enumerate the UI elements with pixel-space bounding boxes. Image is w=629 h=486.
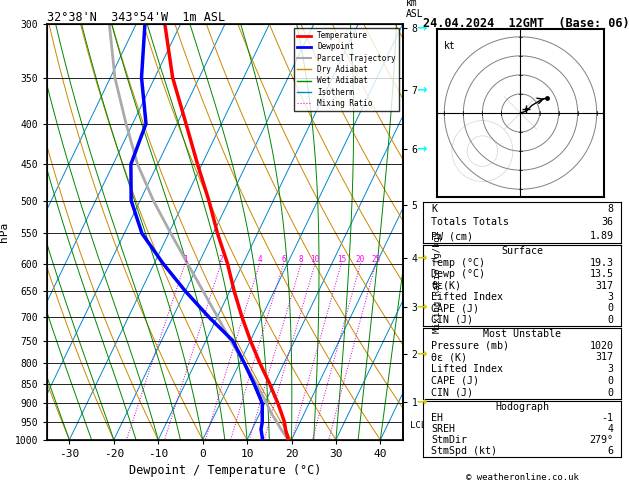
Text: Dewp (°C): Dewp (°C) — [431, 269, 485, 279]
Text: 32°38'N  343°54'W  1m ASL: 32°38'N 343°54'W 1m ASL — [47, 11, 225, 24]
Text: 24.04.2024  12GMT  (Base: 06): 24.04.2024 12GMT (Base: 06) — [423, 17, 629, 30]
Text: © weatheronline.co.uk: © weatheronline.co.uk — [466, 473, 579, 482]
Text: 4: 4 — [608, 424, 613, 434]
Text: 10: 10 — [311, 255, 320, 263]
Text: SREH: SREH — [431, 424, 455, 434]
Text: 317: 317 — [596, 280, 613, 291]
Text: 1020: 1020 — [589, 341, 613, 351]
Text: 25: 25 — [371, 255, 381, 263]
Text: θε(K): θε(K) — [431, 280, 461, 291]
Text: kt: kt — [444, 41, 456, 51]
Text: →: → — [416, 396, 426, 408]
Text: →: → — [416, 142, 426, 155]
Legend: Temperature, Dewpoint, Parcel Trajectory, Dry Adiabat, Wet Adiabat, Isotherm, Mi: Temperature, Dewpoint, Parcel Trajectory… — [294, 28, 399, 111]
Text: →: → — [416, 251, 426, 264]
Text: 8: 8 — [299, 255, 303, 263]
Text: K: K — [431, 204, 437, 213]
Text: 4: 4 — [257, 255, 262, 263]
Text: -1: -1 — [601, 413, 613, 423]
Text: Pressure (mb): Pressure (mb) — [431, 341, 509, 351]
Text: Lifted Index: Lifted Index — [431, 292, 503, 302]
Text: EH: EH — [431, 413, 443, 423]
Text: 19.3: 19.3 — [589, 258, 613, 268]
Text: 2: 2 — [219, 255, 223, 263]
Text: 20: 20 — [356, 255, 365, 263]
Text: km
ASL: km ASL — [406, 0, 423, 19]
Text: CAPE (J): CAPE (J) — [431, 303, 479, 313]
Text: 6: 6 — [281, 255, 286, 263]
Y-axis label: hPa: hPa — [0, 222, 9, 242]
Text: Surface: Surface — [501, 246, 543, 256]
Text: 3: 3 — [608, 364, 613, 374]
Text: 6: 6 — [608, 446, 613, 456]
Text: 3: 3 — [608, 292, 613, 302]
Text: StmSpd (kt): StmSpd (kt) — [431, 446, 498, 456]
Text: StmDir: StmDir — [431, 435, 467, 445]
Text: CIN (J): CIN (J) — [431, 388, 473, 398]
Text: 36: 36 — [601, 217, 613, 227]
Text: →: → — [416, 347, 426, 361]
Text: 1.89: 1.89 — [589, 231, 613, 241]
Text: Temp (°C): Temp (°C) — [431, 258, 485, 268]
Text: 0: 0 — [608, 315, 613, 325]
Text: →: → — [416, 84, 426, 97]
Text: 13.5: 13.5 — [589, 269, 613, 279]
Text: 279°: 279° — [589, 435, 613, 445]
Text: 0: 0 — [608, 388, 613, 398]
X-axis label: Dewpoint / Temperature (°C): Dewpoint / Temperature (°C) — [129, 465, 321, 477]
Text: Most Unstable: Most Unstable — [483, 329, 562, 339]
Text: CAPE (J): CAPE (J) — [431, 376, 479, 386]
Text: 1: 1 — [183, 255, 187, 263]
Text: Mixing Ratio (g/kg): Mixing Ratio (g/kg) — [433, 231, 442, 333]
Text: CIN (J): CIN (J) — [431, 315, 473, 325]
Text: PW (cm): PW (cm) — [431, 231, 473, 241]
Text: Lifted Index: Lifted Index — [431, 364, 503, 374]
Text: →: → — [416, 300, 426, 313]
Text: 0: 0 — [608, 303, 613, 313]
Text: →: → — [416, 21, 426, 34]
Text: Totals Totals: Totals Totals — [431, 217, 509, 227]
Text: 0: 0 — [608, 376, 613, 386]
Text: 317: 317 — [596, 352, 613, 363]
Text: 15: 15 — [337, 255, 346, 263]
Text: Hodograph: Hodograph — [496, 401, 549, 412]
Text: θε (K): θε (K) — [431, 352, 467, 363]
Text: 8: 8 — [608, 204, 613, 213]
Text: LCL: LCL — [409, 420, 426, 430]
